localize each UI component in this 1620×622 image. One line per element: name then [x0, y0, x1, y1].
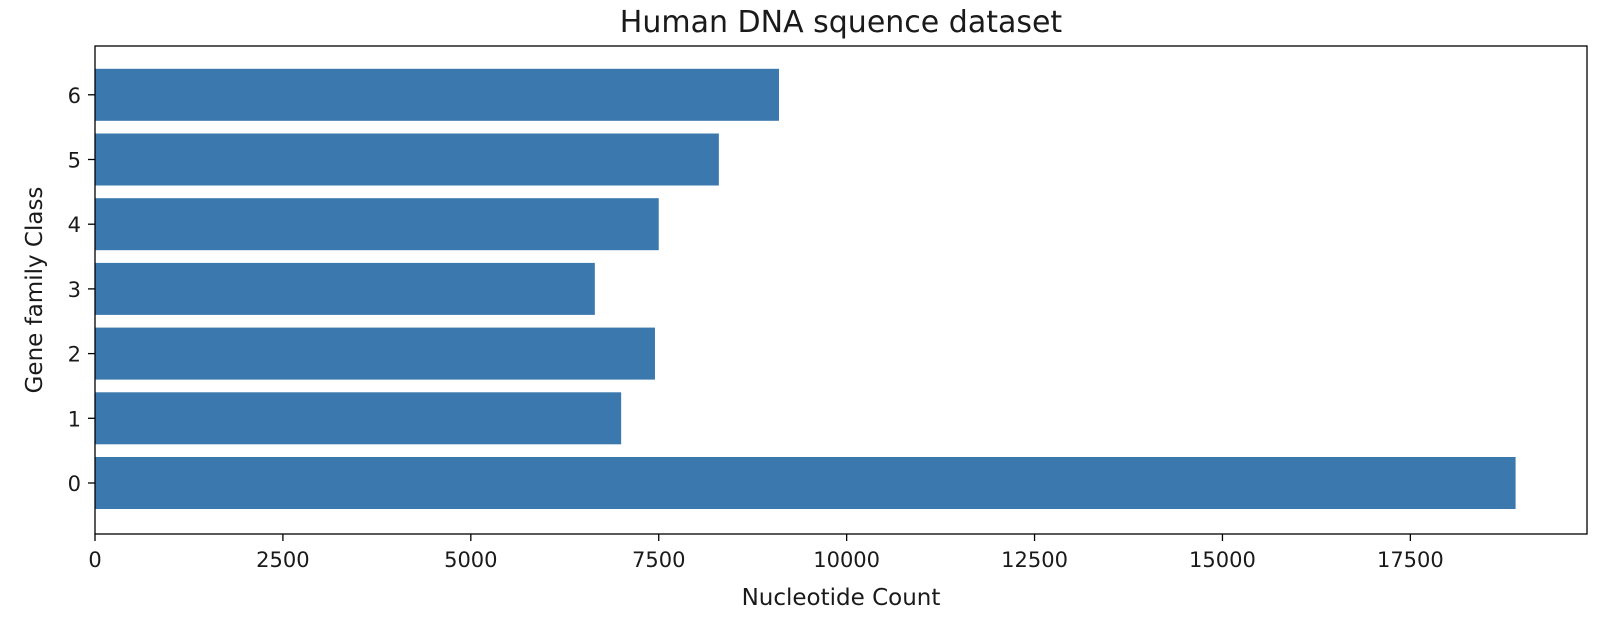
- bar-class-1: [95, 392, 622, 445]
- y-tick-label: 0: [68, 472, 81, 496]
- x-tick-label: 0: [88, 548, 101, 572]
- x-tick-label: 17500: [1377, 548, 1444, 572]
- bar-class-5: [95, 133, 719, 186]
- bar-class-6: [95, 68, 779, 121]
- y-tick-label: 1: [68, 407, 81, 431]
- y-tick-label: 6: [68, 84, 81, 108]
- x-tick-label: 7500: [632, 548, 685, 572]
- plot-frame: [94, 45, 1588, 535]
- y-tick-label: 3: [68, 278, 81, 302]
- y-axis-ticks: 0 1 2 3 4 5 6: [68, 84, 95, 496]
- x-tick-label: 12500: [1001, 548, 1068, 572]
- x-tick-label: 15000: [1189, 548, 1256, 572]
- x-axis-ticks: 0 2500 5000 7500 10000 12500 15000 17500: [88, 534, 1444, 572]
- bar-class-3: [95, 262, 595, 315]
- bars-group: [95, 68, 1516, 509]
- bar-class-2: [95, 327, 655, 380]
- x-tick-label: 5000: [444, 548, 497, 572]
- y-axis-label: Gene family Class: [22, 187, 48, 394]
- y-tick-label: 2: [68, 343, 81, 367]
- x-tick-label: 10000: [813, 548, 880, 572]
- x-tick-label: 2500: [256, 548, 309, 572]
- bar-class-4: [95, 198, 659, 251]
- bar-class-0: [95, 457, 1516, 509]
- y-tick-label: 5: [68, 149, 81, 173]
- x-axis-label: Nucleotide Count: [742, 585, 941, 611]
- chart-title: Human DNA squence dataset: [620, 5, 1063, 40]
- y-tick-label: 4: [68, 213, 81, 237]
